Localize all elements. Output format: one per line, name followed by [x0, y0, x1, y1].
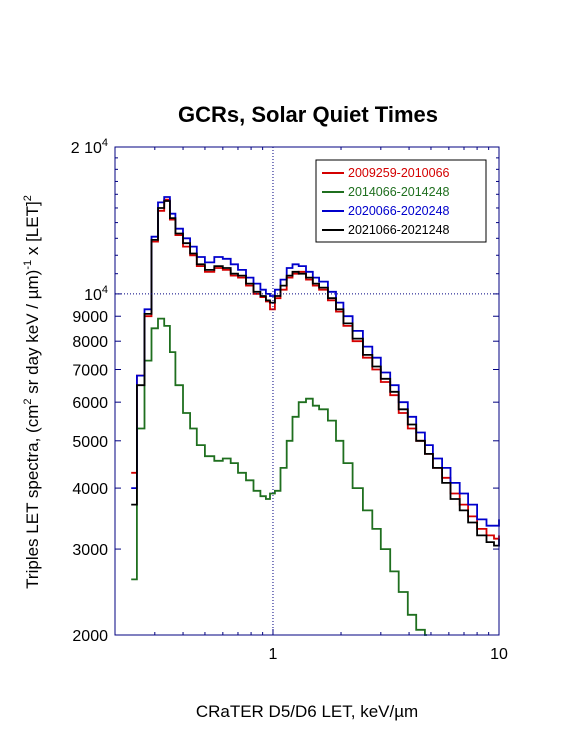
legend: 2009259-2010066 2014066-2014248 2020066-20… — [315, 159, 487, 243]
y-tick-label-10000-base: 10 — [84, 287, 102, 304]
y-tick-label-7000: 7000 — [72, 362, 108, 379]
legend-label-2009259-2010066: 2009259-2010066 — [348, 166, 450, 180]
tick-marks — [115, 146, 500, 636]
series-line-2009259-2010066 — [131, 198, 500, 540]
y-tick-label-10000: 104 — [84, 284, 108, 304]
y-axis-label-suffix: x [LET] — [23, 201, 42, 260]
x-tick-label-1: 1 — [269, 646, 278, 663]
legend-label-2021066-2021248: 2021066-2021248 — [348, 223, 450, 237]
y-tick-label-10000-exp: 4 — [102, 284, 108, 296]
y-tick-label-6000: 6000 — [72, 395, 108, 412]
chart-title: GCRs, Solar Quiet Times — [178, 102, 438, 127]
series-line-2020066-2020248 — [131, 196, 500, 527]
y-axis-label-prefix: Triples LET spectra, (cm — [23, 405, 42, 589]
plot-area — [114, 146, 500, 636]
y-tick-label-5000: 5000 — [72, 434, 108, 451]
y-axis-label-middle: sr day keV / µm) — [23, 270, 42, 399]
series-line-2021066-2021248 — [131, 200, 500, 547]
x-axis-label: CRaTER D5/D6 LET, keV/µm — [196, 702, 418, 721]
legend-label-2014066-2014248: 2014066-2014248 — [348, 185, 450, 199]
y-tick-label-20000-exp: 4 — [102, 137, 108, 149]
y-axis-label-sup1: 2 — [22, 398, 34, 404]
y-tick-label-2000: 2000 — [72, 628, 108, 645]
y-axis-tick-labels: 2 104 104 200030004000500060007000800090… — [71, 137, 108, 645]
legend-label-2020066-2020248: 2020066-2020248 — [348, 204, 450, 218]
y-tick-label-9000: 9000 — [72, 309, 108, 326]
y-tick-label-3000: 3000 — [72, 542, 108, 559]
x-tick-label-10: 10 — [490, 646, 508, 663]
series-layer — [131, 196, 500, 636]
plot-frame — [114, 146, 500, 636]
legend-items: 2009259-2010066 2014066-2014248 2020066-20… — [322, 166, 450, 237]
y-tick-label-20000: 2 104 — [71, 137, 108, 157]
y-tick-label-4000: 4000 — [72, 481, 108, 498]
y-axis-label: Triples LET spectra, (cm2 sr day keV / µ… — [22, 195, 42, 589]
series-line-2014066-2014248 — [131, 317, 427, 636]
y-tick-label-8000: 8000 — [72, 334, 108, 351]
y-axis-label-sup3: 2 — [22, 195, 34, 201]
y-axis-label-sup2: -1 — [22, 260, 34, 270]
y-tick-label-20000-base: 2 10 — [71, 140, 102, 157]
legend-box — [315, 159, 487, 243]
x-axis-tick-labels: 1 10 — [269, 646, 508, 663]
